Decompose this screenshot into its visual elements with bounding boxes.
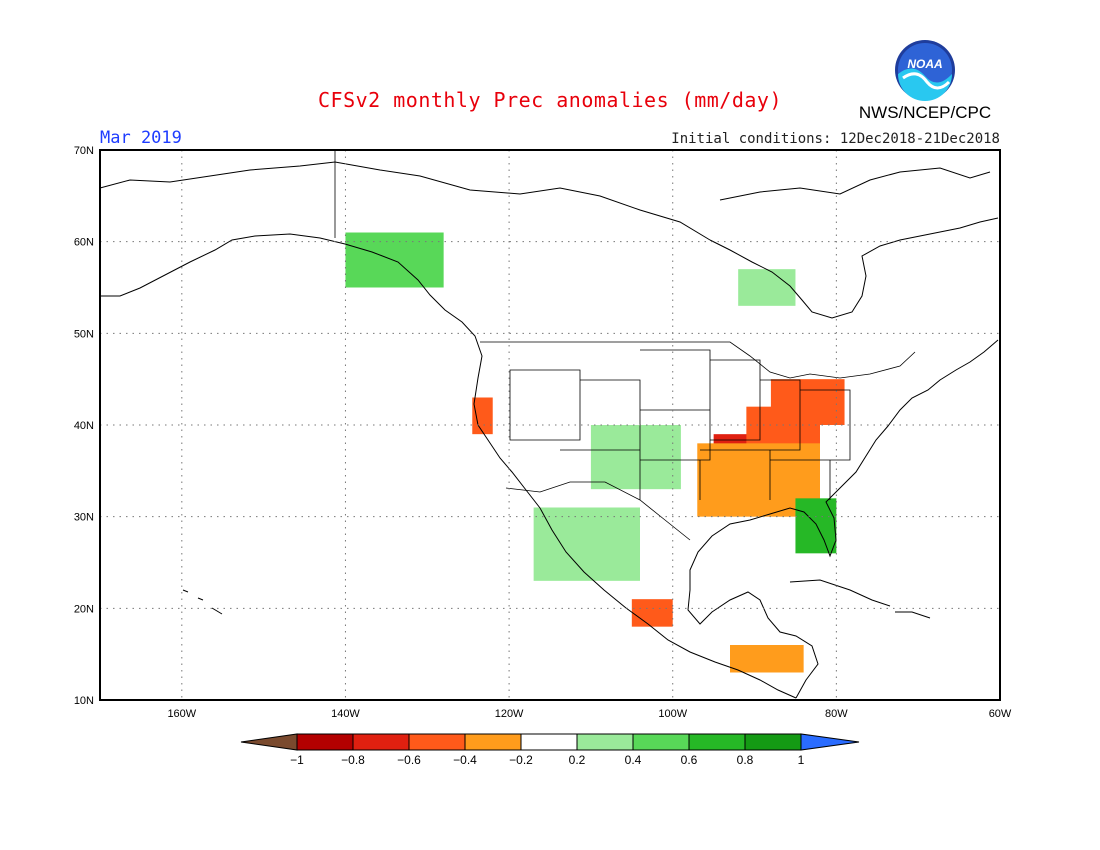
anomaly-alaska-coast-wet [345,232,444,288]
arctic-islands [719,167,991,201]
coastlines [99,161,999,699]
graticule [100,150,1000,700]
colorbar: −1 −0.8 −0.6 −0.4 −0.2 0.2 0.4 0.6 0.8 1 [240,733,860,767]
colorbar-label: −0.8 [341,753,365,767]
lat-label: 20N [74,603,94,615]
hawaii-islands [182,589,223,615]
colorbar-label: −0.2 [509,753,533,767]
cuba-coastline [789,579,891,607]
colorbar-label: 0.6 [681,753,698,767]
hudson-bay-coastline [709,217,999,319]
lon-label: 60W [989,708,1012,720]
lon-label: 100W [658,708,687,720]
colorbar-swatch [408,733,466,751]
lat-label: 40N [74,420,94,432]
anomaly-florida-wet [795,498,837,554]
arctic-coast [99,161,711,241]
chart-title: CFSv2 monthly Prec anomalies (mm/day) [317,88,783,112]
anomaly-central-america-dry [730,645,804,673]
lat-label: 10N [74,695,94,707]
north-america-coastline [100,233,797,699]
colorbar-label: −0.4 [453,753,477,767]
state-lines [509,349,851,500]
colorbar-swatch [520,733,578,751]
noaa-logo-text: NOAA [907,57,942,71]
colorbar-label: 0.8 [737,753,754,767]
political-borders [334,150,916,541]
colorbar-left-arrow [240,733,298,751]
us-canada-border [480,341,916,379]
colorbar-label: 0.2 [569,753,586,767]
agency-label: NWS/NCEP/CPC [858,103,992,122]
colorbar-label: −0.6 [397,753,421,767]
anomaly-cells [345,232,845,673]
noaa-logo-icon: NOAA [895,40,955,101]
colorbar-swatch [464,733,522,751]
hispaniola-coastline [895,611,931,619]
lon-label: 160W [167,708,196,720]
lon-label: 80W [825,708,848,720]
longitude-labels: 160W 140W 120W 100W 80W 60W [167,708,1011,720]
lat-label: 30N [74,512,94,524]
lon-label: 140W [331,708,360,720]
colorbar-swatch [576,733,634,751]
colorbar-label: 1 [798,753,805,767]
colorbar-swatch [352,733,410,751]
lat-label: 50N [74,328,94,340]
lat-label: 60N [74,237,94,249]
colorbar-swatch [296,733,354,751]
anomaly-great-lakes-dry [770,379,845,425]
initial-conditions: Initial conditions: 12Dec2018-21Dec2018 [671,131,1000,147]
colorbar-right-arrow [800,733,860,751]
colorbar-swatch [632,733,690,751]
latitude-labels: 70N 60N 50N 40N 30N 20N 10N [74,145,94,707]
lon-label: 120W [495,708,524,720]
map-frame [99,149,1001,701]
gulf-coastline [687,339,999,699]
colorbar-swatch [688,733,746,751]
anomaly-california-dry [472,397,493,435]
anomaly-mexico-west-wet [533,507,640,581]
us-mexico-border [505,481,691,541]
colorbar-label: 0.4 [625,753,642,767]
anomaly-mexico-dry [631,599,673,627]
colorbar-label: −1 [290,753,304,767]
colorbar-swatch [744,733,802,751]
anomaly-hudson-wet [738,269,796,306]
lat-label: 70N [74,145,94,157]
forecast-month: Mar 2019 [100,128,182,148]
anomaly-plains-wet [590,425,681,490]
